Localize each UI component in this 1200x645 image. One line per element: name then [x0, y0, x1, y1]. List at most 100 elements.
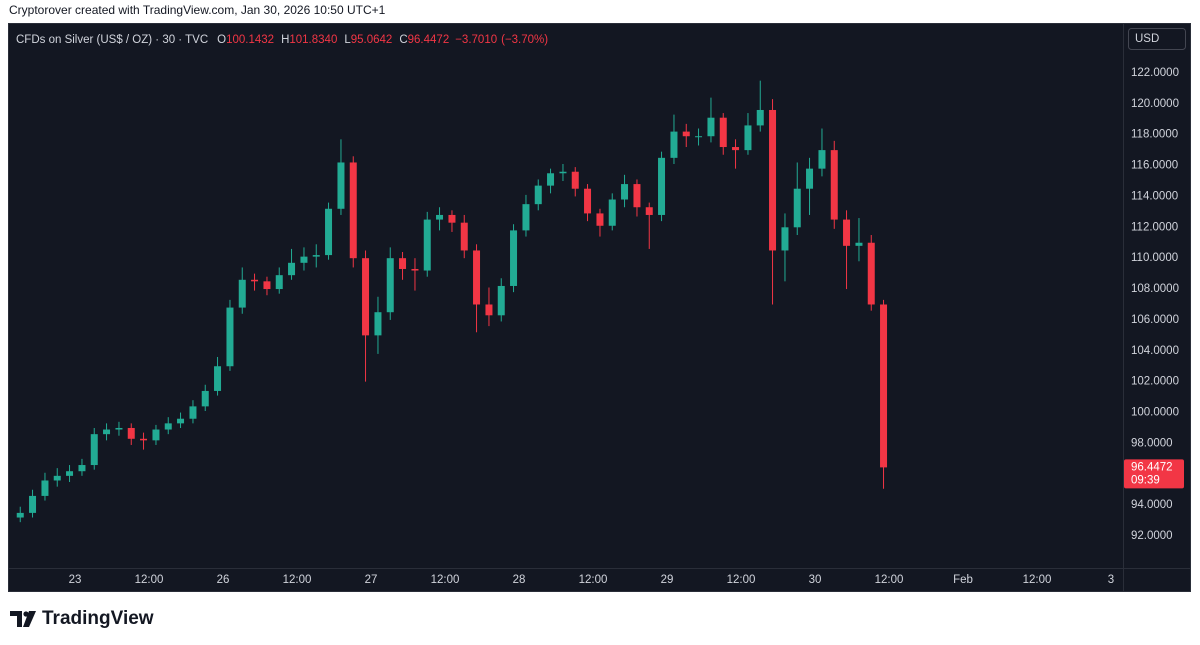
x-tick-label: Feb [953, 574, 973, 586]
candle-body [473, 250, 481, 305]
candle-body [362, 258, 370, 336]
candle-body [867, 242, 875, 305]
candle-body [448, 214, 456, 223]
x-tick-label: 12:00 [579, 574, 608, 586]
y-tick-label: 116.0000 [1131, 160, 1178, 172]
candle-body [214, 366, 222, 391]
candle-body [140, 438, 148, 441]
candle-body [559, 171, 567, 174]
candle-body [201, 390, 209, 407]
candle-body [103, 429, 111, 435]
legend-key: C [399, 34, 407, 46]
candle-body [855, 242, 863, 246]
candle-body [177, 418, 185, 424]
candle-body [510, 230, 518, 286]
price-tag-label: 96.4472 [1131, 461, 1173, 473]
candle-body [29, 495, 37, 513]
y-tick-label: 120.0000 [1131, 98, 1179, 110]
currency-box[interactable] [1128, 28, 1186, 50]
candle-body [90, 434, 98, 466]
candle-body [423, 219, 431, 271]
legend-change: −3.7010 [455, 34, 497, 46]
x-tick-label: 12:00 [727, 574, 756, 586]
candle-body [670, 131, 678, 158]
candle-body [769, 109, 777, 251]
candle-body [719, 117, 727, 148]
candle-body [300, 256, 308, 263]
y-tick-label: 114.0000 [1131, 190, 1178, 202]
candle-body [275, 275, 283, 290]
x-tick-label: 23 [69, 574, 82, 586]
x-tick-label: 12:00 [283, 574, 312, 586]
candle-body [152, 429, 160, 441]
legend-value: 100.1432 [226, 34, 274, 46]
candle-body [226, 307, 234, 367]
candle-body [312, 255, 320, 257]
x-tick-label: 3 [1108, 574, 1114, 586]
candle-body [830, 150, 838, 220]
candle-body [645, 207, 653, 215]
x-tick-label: 30 [809, 574, 822, 586]
y-tick-label: 118.0000 [1131, 129, 1178, 141]
candle-body [608, 199, 616, 226]
legend-value: 101.8340 [289, 34, 337, 46]
y-tick-label: 94.0000 [1131, 499, 1173, 511]
candle-body [374, 312, 382, 336]
candle-body [633, 184, 641, 208]
candle-body [386, 258, 394, 313]
candle-body [732, 147, 740, 151]
candle-body [571, 171, 579, 189]
candle-body [66, 471, 74, 476]
candle-body [818, 150, 826, 169]
x-tick-label: 29 [661, 574, 674, 586]
candle-body [41, 480, 49, 496]
candle-body [497, 285, 505, 316]
candle-body [53, 475, 61, 481]
legend-change-percent: (−3.70%) [501, 34, 548, 46]
candle-body [880, 304, 888, 468]
candle-body [781, 227, 789, 251]
legend: CFDs on Silver (US$ / OZ) · 30 · TVC O100… [16, 34, 548, 46]
x-tick-label: 27 [365, 574, 378, 586]
legend-value: 95.0642 [351, 34, 393, 46]
y-tick-label: 122.0000 [1131, 67, 1179, 79]
y-tick-label: 108.0000 [1131, 283, 1179, 295]
candle-body [547, 173, 555, 186]
candle-body [793, 188, 801, 228]
x-tick-label: 12:00 [135, 574, 164, 586]
candle-body [534, 185, 542, 205]
price-tag [1124, 459, 1184, 489]
candle-body [756, 109, 764, 126]
candle-body [658, 157, 666, 215]
y-tick-label: 102.0000 [1131, 376, 1179, 388]
legend-key: H [281, 34, 289, 46]
price-tag-countdown: 09:39 [1131, 474, 1160, 486]
candle-body [806, 168, 814, 189]
candle-body [251, 279, 259, 282]
footer-logo [10, 611, 36, 627]
y-tick-label: 110.0000 [1131, 252, 1178, 264]
currency[interactable]: USD [1135, 33, 1159, 45]
legend-value: 96.4472 [408, 34, 450, 46]
candle-body [164, 423, 172, 430]
candle-body [522, 204, 530, 231]
candle-body [189, 406, 197, 419]
chart-panel [8, 23, 1191, 592]
candle-body [238, 279, 246, 308]
candle-body [596, 213, 604, 226]
candle-body [485, 304, 493, 316]
legend-key: O [217, 34, 226, 46]
y-tick-label: 98.0000 [1131, 437, 1173, 449]
candle-body [78, 465, 86, 472]
candle-body [263, 281, 271, 290]
candle-body [695, 136, 703, 138]
candle-body [349, 162, 357, 259]
candle-body [707, 117, 715, 137]
legend-key: L [344, 34, 351, 46]
y-tick-label: 104.0000 [1131, 345, 1179, 357]
y-tick-label: 106.0000 [1131, 314, 1179, 326]
x-tick-label: 12:00 [431, 574, 460, 586]
candle-body [16, 512, 24, 518]
